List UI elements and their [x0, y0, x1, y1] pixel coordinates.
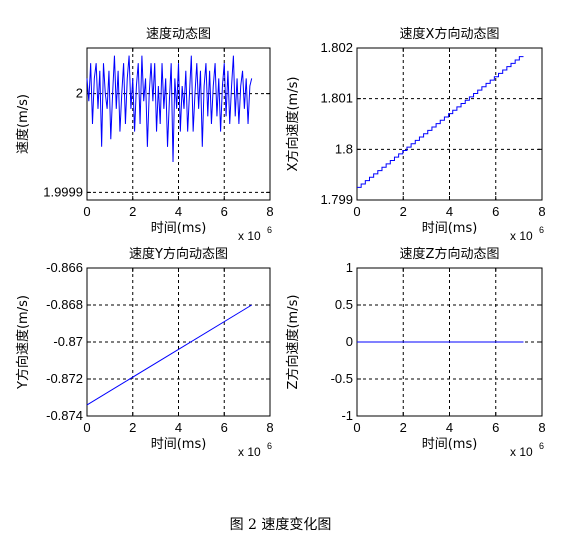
x-tick-label: 2: [129, 420, 136, 435]
y-axis-label: 速度(m/s): [15, 94, 31, 154]
x-tick-label: 6: [221, 204, 228, 219]
chart-panel-3: 0 2 4 6 8 -0.874 -0.872 -0.87 -0.868 -0.866 速度Y方向动…: [15, 246, 274, 459]
x-axis-label: 时间(ms): [151, 437, 207, 452]
x-tick-label: 8: [538, 420, 545, 435]
y-axis-label: X方向速度(m/s): [285, 77, 301, 172]
y-tick-label: 0.5: [335, 297, 353, 312]
x-tick-label: 4: [175, 204, 182, 219]
x-multiplier-exponent: 6: [539, 441, 544, 451]
x-tick-label: 0: [83, 204, 90, 219]
y-tick-label: 1.802: [320, 40, 353, 55]
y-tick-label: -1: [341, 408, 353, 423]
series-line-1: [357, 56, 524, 188]
x-axis-label: 时间(ms): [422, 437, 478, 452]
chart-title: 速度Y方向动态图: [129, 246, 228, 262]
x-multiplier-label: x 10: [238, 229, 261, 243]
x-tick-label: 4: [446, 420, 453, 435]
chart-title: 速度Z方向动态图: [400, 246, 500, 262]
x-multiplier-label: x 10: [510, 229, 533, 243]
x-tick-label: 0: [353, 204, 360, 219]
y-tick-label: 1.799: [320, 192, 353, 207]
series-line-1: [86, 304, 252, 406]
y-tick-label: -0.87: [53, 334, 83, 349]
x-multiplier-label: x 10: [510, 445, 533, 459]
series-line-1: [86, 55, 253, 163]
figure-caption: 图 2 速度变化图: [229, 517, 332, 533]
x-tick-label: 0: [353, 420, 360, 435]
x-tick-label: 8: [538, 204, 545, 219]
y-tick-label: -0.868: [46, 297, 83, 312]
x-tick-label: 4: [446, 204, 453, 219]
x-tick-label: 2: [400, 420, 407, 435]
y-axis-label: Y方向速度(m/s): [15, 295, 31, 390]
y-tick-label: 2: [76, 86, 83, 101]
y-tick-label: 0: [346, 334, 353, 349]
x-tick-label: 2: [400, 204, 407, 219]
y-tick-label: -0.5: [331, 371, 353, 386]
x-multiplier-exponent: 6: [539, 225, 544, 235]
x-tick-label: 8: [266, 204, 273, 219]
x-multiplier-exponent: 6: [267, 441, 272, 451]
x-tick-label: 2: [129, 204, 136, 219]
x-multiplier-label: x 10: [238, 445, 261, 459]
y-tick-label: -0.872: [46, 371, 83, 386]
plot-area: [356, 47, 543, 201]
y-tick-label: 1.8: [335, 141, 353, 156]
x-tick-label: 4: [175, 420, 182, 435]
x-tick-label: 0: [83, 420, 90, 435]
y-tick-label: -0.874: [46, 408, 83, 423]
x-axis-label: 时间(ms): [422, 221, 478, 236]
y-tick-label: -0.866: [46, 260, 83, 275]
x-tick-label: 8: [266, 420, 273, 435]
x-tick-label: 6: [492, 420, 499, 435]
chart-title: 速度动态图: [146, 26, 211, 42]
x-tick-label: 6: [492, 204, 499, 219]
y-axis-label: Z方向速度(m/s): [285, 295, 301, 390]
x-tick-label: 6: [221, 420, 228, 435]
y-tick-label: 1: [346, 260, 353, 275]
y-tick-label: 1.9999: [43, 184, 83, 199]
x-axis-label: 时间(ms): [151, 221, 207, 236]
y-tick-label: 1.801: [320, 91, 353, 106]
chart-title: 速度X方向动态图: [400, 26, 500, 42]
x-multiplier-exponent: 6: [267, 225, 272, 235]
